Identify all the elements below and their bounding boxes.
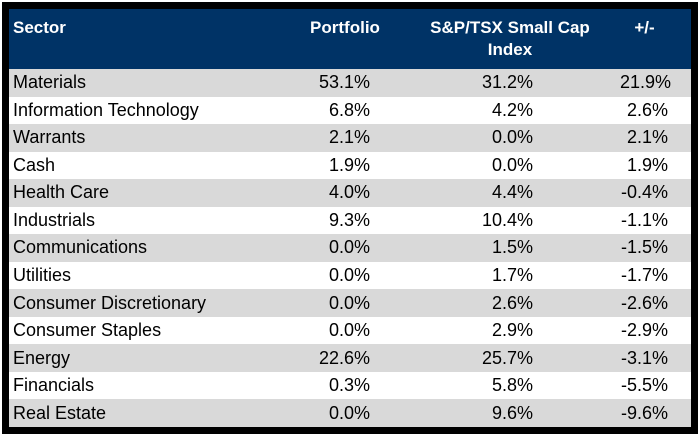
portfolio-cell: 6.8% (290, 96, 400, 125)
index-cell: 1.7% (400, 261, 620, 290)
index-cell: 4.2% (400, 96, 620, 125)
sector-cell: Warrants (9, 124, 290, 152)
sector-cell: Energy (9, 344, 290, 372)
table-row: Industrials 9.3% 10.4% -1.1% (9, 206, 691, 235)
portfolio-cell: 0.0% (290, 234, 400, 262)
table-row: Consumer Discretionary 0.0% 2.6% -2.6% (9, 289, 691, 317)
table-row: Cash 1.9% 0.0% 1.9% (9, 151, 691, 180)
table-header-row: Sector Portfolio S&P/TSX Small Cap Index… (9, 9, 691, 69)
index-cell: 5.8% (400, 371, 620, 400)
index-cell: 25.7% (400, 344, 620, 372)
sector-allocation-table: Sector Portfolio S&P/TSX Small Cap Index… (9, 9, 691, 427)
table-row: Communications 0.0% 1.5% -1.5% (9, 234, 691, 262)
diff-cell: -3.1% (620, 344, 691, 372)
diff-cell: 1.9% (620, 151, 691, 180)
portfolio-cell: 0.0% (290, 289, 400, 317)
sector-cell: Real Estate (9, 399, 290, 427)
table-row: Health Care 4.0% 4.4% -0.4% (9, 179, 691, 207)
diff-cell: -0.4% (620, 179, 691, 207)
diff-cell: -9.6% (620, 399, 691, 427)
portfolio-cell: 0.0% (290, 261, 400, 290)
portfolio-cell: 9.3% (290, 206, 400, 235)
table-row: Information Technology 6.8% 4.2% 2.6% (9, 96, 691, 125)
sector-cell: Financials (9, 371, 290, 400)
sector-cell: Consumer Discretionary (9, 289, 290, 317)
sector-cell: Communications (9, 234, 290, 262)
sector-cell: Utilities (9, 261, 290, 290)
index-cell: 31.2% (400, 69, 620, 97)
index-cell: 10.4% (400, 206, 620, 235)
diff-cell: -1.5% (620, 234, 691, 262)
index-cell: 9.6% (400, 399, 620, 427)
portfolio-cell: 0.3% (290, 371, 400, 400)
diff-cell: 2.6% (620, 96, 691, 125)
diff-cell: 2.1% (620, 124, 691, 152)
column-header-index-line2: Index (487, 40, 533, 59)
index-cell: 2.6% (400, 289, 620, 317)
table-row: Warrants 2.1% 0.0% 2.1% (9, 124, 691, 152)
index-cell: 2.9% (400, 316, 620, 345)
diff-cell: -5.5% (620, 371, 691, 400)
table-row: Real Estate 0.0% 9.6% -9.6% (9, 399, 691, 427)
portfolio-cell: 22.6% (290, 344, 400, 372)
portfolio-cell: 1.9% (290, 151, 400, 180)
portfolio-cell: 2.1% (290, 124, 400, 152)
table-row: Consumer Staples 0.0% 2.9% -2.9% (9, 316, 691, 345)
diff-cell: 21.9% (620, 69, 691, 97)
diff-cell: -1.1% (620, 206, 691, 235)
portfolio-cell: 0.0% (290, 316, 400, 345)
diff-cell: -2.6% (620, 289, 691, 317)
column-header-plus-minus: +/- (620, 9, 691, 69)
index-cell: 1.5% (400, 234, 620, 262)
column-header-index: S&P/TSX Small Cap Index (400, 9, 620, 69)
table-row: Energy 22.6% 25.7% -3.1% (9, 344, 691, 372)
sector-cell: Consumer Staples (9, 316, 290, 345)
sector-cell: Industrials (9, 206, 290, 235)
sector-cell: Information Technology (9, 96, 290, 125)
index-cell: 4.4% (400, 179, 620, 207)
column-header-portfolio: Portfolio (290, 9, 400, 69)
sector-cell: Health Care (9, 179, 290, 207)
portfolio-cell: 53.1% (290, 69, 400, 97)
table-row: Financials 0.3% 5.8% -5.5% (9, 371, 691, 400)
sector-cell: Cash (9, 151, 290, 180)
table-row: Utilities 0.0% 1.7% -1.7% (9, 261, 691, 290)
column-header-index-line1: S&P/TSX Small Cap (430, 18, 590, 37)
diff-cell: -2.9% (620, 316, 691, 345)
sector-cell: Materials (9, 69, 290, 97)
portfolio-cell: 4.0% (290, 179, 400, 207)
index-cell: 0.0% (400, 124, 620, 152)
column-header-sector: Sector (9, 9, 290, 69)
index-cell: 0.0% (400, 151, 620, 180)
table-row: Materials 53.1% 31.2% 21.9% (9, 69, 691, 97)
diff-cell: -1.7% (620, 261, 691, 290)
portfolio-cell: 0.0% (290, 399, 400, 427)
